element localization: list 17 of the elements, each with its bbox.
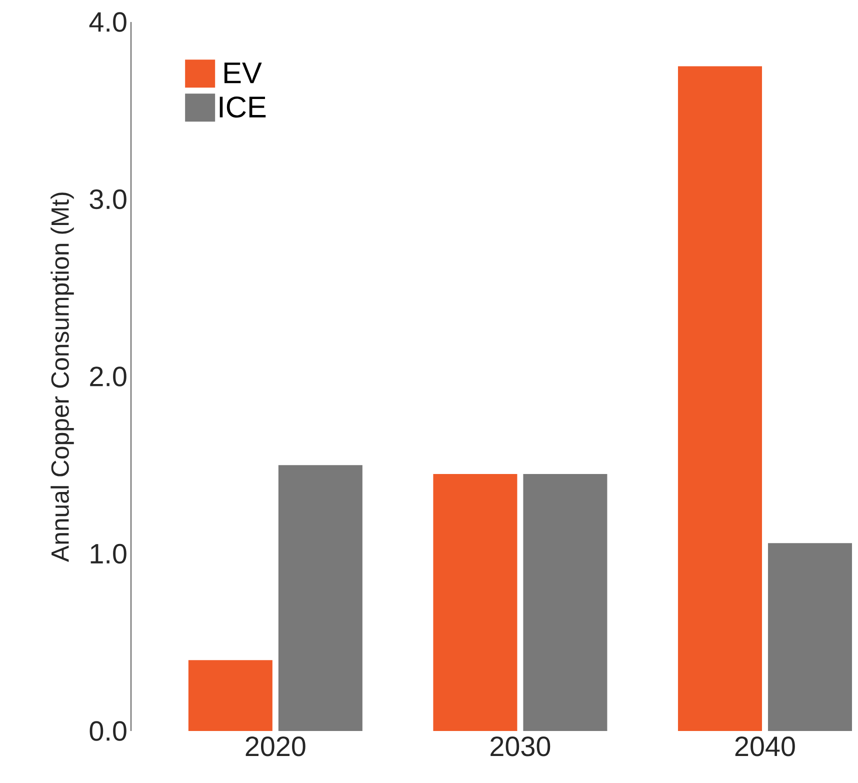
bar	[768, 543, 852, 731]
bar	[523, 474, 608, 731]
y-tick-label: 0.0	[90, 721, 126, 741]
bar	[278, 465, 362, 731]
bar	[188, 660, 272, 731]
legend-label: EV	[224, 62, 262, 84]
legend-label: ICE	[220, 96, 266, 118]
x-tick-label: 2040	[735, 736, 795, 756]
x-tick-label: 2020	[246, 736, 306, 756]
x-tick-label: 2030	[490, 736, 550, 756]
y-tick-label: 1.0	[90, 544, 126, 564]
y-axis-title: Annual Copper Consumption (Mt)	[50, 192, 74, 562]
bar	[433, 474, 518, 731]
y-tick-label: 3.0	[90, 189, 126, 210]
y-tick-label: 2.0	[90, 366, 126, 386]
bar	[678, 66, 762, 731]
y-tick-label: 4.0	[89, 12, 126, 32]
